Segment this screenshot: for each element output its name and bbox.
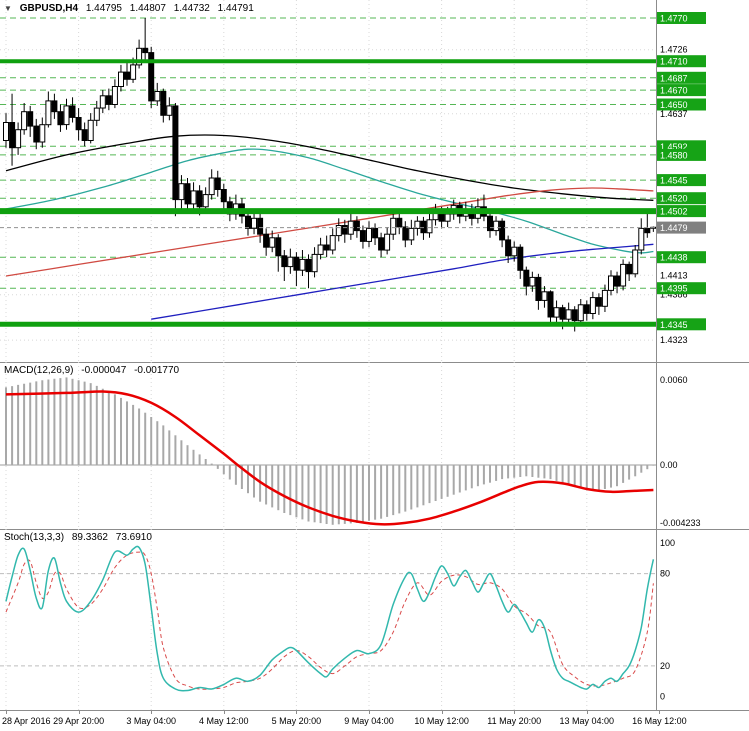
ohlc-close: 1.44791 xyxy=(217,3,254,14)
time-label: 16 May 12:00 xyxy=(632,716,687,726)
macd-chart[interactable]: 0.0060 0.00 -0.004233 xyxy=(0,362,749,529)
price-pane[interactable]: 1.4726 1.4637 1.4413 1.4386 1.4323 1.4770 1.47… xyxy=(0,0,749,362)
svg-text:1.4545: 1.4545 xyxy=(660,176,688,186)
time-tick xyxy=(514,711,516,714)
svg-text:1.4395: 1.4395 xyxy=(660,284,688,294)
time-label: 5 May 20:00 xyxy=(271,716,322,726)
macd-axis-labels: 0.0060 0.00 -0.004233 xyxy=(660,375,701,528)
svg-text:1.4386: 1.4386 xyxy=(660,290,688,300)
macd-header: MACD(12,26,9) -0.000047 -0.001770 xyxy=(4,365,184,376)
time-label: 3 May 04:00 xyxy=(126,716,176,726)
stoch-level-lines xyxy=(0,573,656,667)
stochastic-chart[interactable]: 100 80 20 0 xyxy=(0,529,749,710)
stoch-value-signal: 73.6910 xyxy=(115,532,152,543)
svg-text:1.4770: 1.4770 xyxy=(660,14,688,24)
time-label: 13 May 04:00 xyxy=(559,716,615,726)
ma-teal xyxy=(5,148,654,254)
time-label: 28 Apr 2016 xyxy=(2,716,51,726)
macd-label: MACD(12,26,9) xyxy=(4,365,74,376)
svg-text:0.00: 0.00 xyxy=(660,460,678,470)
svg-text:0.0060: 0.0060 xyxy=(660,375,688,385)
svg-text:1.4670: 1.4670 xyxy=(660,86,688,96)
time-tick xyxy=(296,711,298,714)
svg-text:1.4479: 1.4479 xyxy=(660,223,688,233)
price-chart[interactable]: 1.4726 1.4637 1.4413 1.4386 1.4323 1.4770 1.47… xyxy=(0,0,749,362)
time-tick xyxy=(223,711,225,714)
stoch-main-line xyxy=(5,545,655,692)
svg-text:1.4580: 1.4580 xyxy=(660,150,688,160)
time-tick xyxy=(78,711,80,714)
time-label: 4 May 12:00 xyxy=(199,716,249,726)
svg-text:80: 80 xyxy=(660,569,670,579)
svg-text:-0.004233: -0.004233 xyxy=(660,518,701,528)
time-tick xyxy=(441,711,443,714)
collapse-icon[interactable]: ▼ xyxy=(4,4,12,13)
time-tick xyxy=(151,711,153,714)
svg-text:1.4650: 1.4650 xyxy=(660,100,688,110)
stoch-header: Stoch(13,3,3) 89.3362 73.6910 xyxy=(4,532,157,543)
svg-text:1.4710: 1.4710 xyxy=(660,57,688,67)
time-label: 11 May 20:00 xyxy=(487,716,542,726)
macd-value-signal: -0.001770 xyxy=(134,365,180,376)
vertical-gridlines xyxy=(5,0,588,362)
macd-histogram xyxy=(5,377,655,525)
svg-text:20: 20 xyxy=(660,661,670,671)
svg-text:1.4502: 1.4502 xyxy=(660,207,688,217)
time-tick xyxy=(6,711,7,714)
time-label: 10 May 12:00 xyxy=(414,716,469,726)
time-tick xyxy=(586,711,588,714)
time-label: 9 May 04:00 xyxy=(344,716,394,726)
svg-text:1.4726: 1.4726 xyxy=(660,45,688,55)
stoch-value-main: 89.3362 xyxy=(71,532,108,543)
support-resistance-strong-levels xyxy=(0,59,656,327)
macd-value-main: -0.000047 xyxy=(81,365,127,376)
vertical-gridlines xyxy=(5,529,588,710)
svg-text:1.4413: 1.4413 xyxy=(660,270,688,280)
time-label: 29 Apr 20:00 xyxy=(53,716,105,726)
chart-header: ▼ GBPUSD,H4 1.44795 1.44807 1.44732 1.44… xyxy=(4,3,259,14)
stoch-axis-labels: 100 80 20 0 xyxy=(660,538,675,702)
macd-signal-line xyxy=(5,390,654,526)
ma-blue xyxy=(151,243,654,320)
stochastic-pane[interactable]: 100 80 20 0 Stoch(13,3,3) 89.3362 73.6910 xyxy=(0,529,749,710)
svg-text:1.4323: 1.4323 xyxy=(660,335,688,345)
svg-text:100: 100 xyxy=(660,538,675,548)
time-tick xyxy=(659,711,661,714)
time-axis[interactable]: 28 Apr 2016 29 Apr 20:00 3 May 04:00 4 May … xyxy=(0,710,749,731)
candles-layer xyxy=(3,18,657,332)
svg-text:1.4687: 1.4687 xyxy=(660,73,688,83)
ohlc-high: 1.44807 xyxy=(129,3,166,14)
price-gridlines xyxy=(0,49,656,341)
stoch-label: Stoch(13,3,3) xyxy=(4,532,65,543)
svg-text:1.4592: 1.4592 xyxy=(660,142,688,152)
price-axis-labels: 1.4726 1.4637 1.4413 1.4386 1.4323 1.4770 1.47… xyxy=(657,12,706,345)
symbol-period-label: GBPUSD,H4 xyxy=(19,3,79,14)
time-tick xyxy=(369,711,370,714)
svg-text:1.4345: 1.4345 xyxy=(660,320,688,330)
svg-text:1.4637: 1.4637 xyxy=(660,109,688,119)
macd-pane[interactable]: 0.0060 0.00 -0.004233 MACD(12,26,9) -0.000… xyxy=(0,362,749,529)
ohlc-open: 1.44795 xyxy=(85,3,122,14)
ohlc-low: 1.44732 xyxy=(173,3,210,14)
ma-black xyxy=(5,134,654,201)
svg-text:1.4438: 1.4438 xyxy=(660,253,688,263)
svg-text:1.4520: 1.4520 xyxy=(660,194,688,204)
svg-text:0: 0 xyxy=(660,692,665,702)
